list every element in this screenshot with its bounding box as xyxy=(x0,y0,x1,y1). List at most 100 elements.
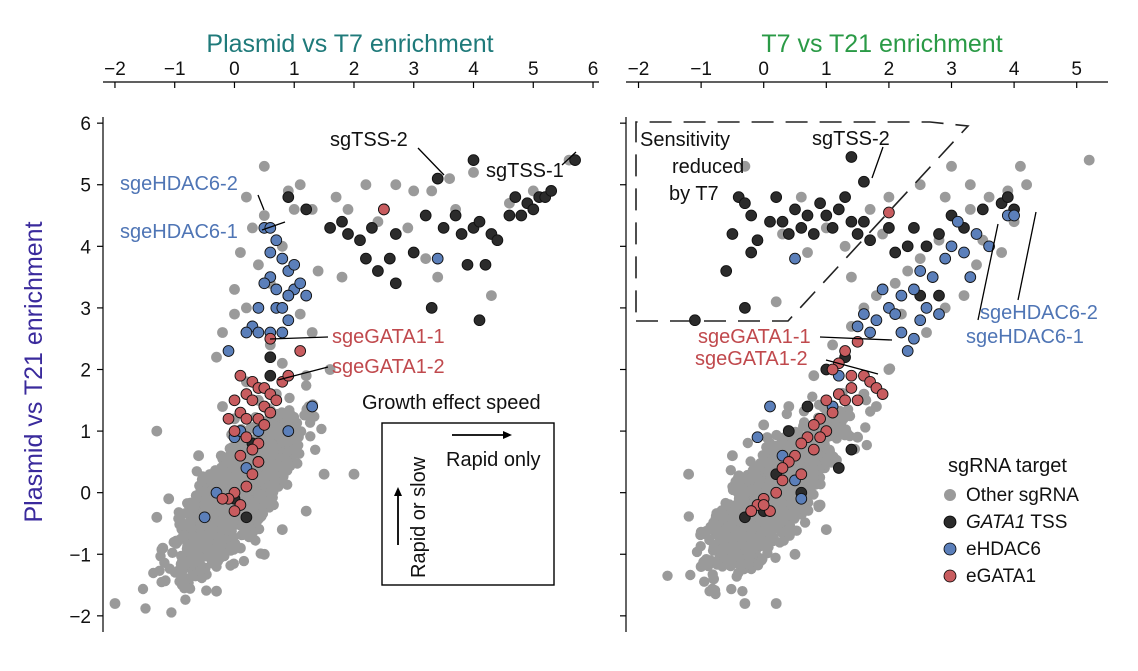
left-x-tick-label: 0 xyxy=(229,59,240,80)
point-gata1-tss xyxy=(920,240,933,253)
point-gata1-tss xyxy=(342,228,354,240)
point-other xyxy=(199,499,211,511)
density-point xyxy=(203,547,214,559)
point-other xyxy=(282,413,294,425)
point-other xyxy=(348,468,360,480)
point-other xyxy=(163,493,175,505)
right-scatter-panel: −2 −1 0 1 2 3 4 5 xyxy=(620,59,1108,632)
point-gata1-tss xyxy=(360,252,372,265)
density-point xyxy=(721,499,732,510)
point-gata1-tss xyxy=(845,151,858,163)
ann-line-sgegata1-1-left xyxy=(269,336,329,340)
point-egata1 xyxy=(234,449,247,462)
point-other xyxy=(783,401,795,412)
density-point xyxy=(843,410,855,421)
point-other xyxy=(235,247,246,258)
point-ehdac6 xyxy=(933,308,945,320)
point-egata1 xyxy=(807,419,820,431)
point-other xyxy=(939,191,951,203)
point-other xyxy=(193,450,205,462)
point-ehdac6 xyxy=(958,246,970,259)
point-other xyxy=(1015,160,1026,172)
density-point xyxy=(156,576,167,588)
point-ehdac6 xyxy=(920,302,933,314)
point-other xyxy=(187,530,199,542)
density-point xyxy=(808,489,819,500)
point-gata1-tss xyxy=(807,228,820,240)
point-egata1 xyxy=(228,505,241,517)
sensitivity-note-line2: reduced xyxy=(672,156,744,178)
point-egata1 xyxy=(264,406,277,419)
point-ehdac6 xyxy=(964,271,977,283)
point-egata1 xyxy=(216,492,229,505)
point-other xyxy=(486,290,497,301)
point-other xyxy=(871,401,882,412)
point-other xyxy=(914,179,926,191)
point-other xyxy=(402,222,414,234)
left-x-tick-label: 4 xyxy=(468,59,479,80)
point-egata1 xyxy=(776,474,789,487)
point-ehdac6 xyxy=(282,425,295,437)
legend: sgRNA target Other sgRNA GATA1 TSS eHDAC… xyxy=(943,455,1079,587)
point-gata1-tss xyxy=(324,222,336,234)
point-gata1-tss xyxy=(764,215,776,228)
density-point xyxy=(310,444,321,455)
point-gata1-tss xyxy=(795,222,808,234)
density-point xyxy=(177,518,188,529)
growth-effect-key: Growth effect speed Rapid only Rapid or … xyxy=(362,392,555,586)
point-gata1-tss xyxy=(801,209,814,222)
point-gata1-tss xyxy=(389,277,402,290)
point-other xyxy=(808,370,820,382)
ann-sgehdac6-2-left: sgeHDAC6-2 xyxy=(120,173,238,195)
density-point xyxy=(228,531,239,543)
point-other xyxy=(758,419,770,431)
point-egata1 xyxy=(839,345,851,357)
density-point xyxy=(742,437,753,449)
point-other xyxy=(151,511,163,523)
right-x-tick-label: 0 xyxy=(758,59,769,80)
point-egata1 xyxy=(240,480,253,493)
density-point xyxy=(213,532,224,543)
point-gata1-tss xyxy=(745,246,758,259)
point-gata1-tss xyxy=(845,443,858,456)
point-other xyxy=(288,444,300,455)
point-ehdac6 xyxy=(895,326,908,339)
point-egata1 xyxy=(757,499,770,511)
point-egata1 xyxy=(839,394,851,407)
density-point xyxy=(736,540,747,551)
point-egata1 xyxy=(240,431,253,444)
point-other xyxy=(360,179,372,191)
point-other xyxy=(336,271,348,283)
point-egata1 xyxy=(228,425,241,437)
density-point xyxy=(732,548,743,559)
point-gata1-tss xyxy=(726,228,739,240)
point-gata1-tss xyxy=(851,228,864,240)
point-ehdac6 xyxy=(970,228,983,240)
point-other xyxy=(1083,154,1095,166)
point-ehdac6 xyxy=(858,308,870,320)
density-point xyxy=(762,538,773,549)
point-other xyxy=(444,173,455,185)
density-point xyxy=(309,411,320,422)
point-other xyxy=(964,204,976,215)
ann-line-sgehdac6-1-left xyxy=(261,221,286,231)
point-gata1-tss xyxy=(839,191,851,203)
legend-label-other: Other sgRNA xyxy=(966,485,1079,506)
density-point xyxy=(180,594,191,605)
density-point xyxy=(807,391,818,402)
point-gata1-tss xyxy=(473,215,486,228)
left-axes: −2 −1 0 1 2 3 4 5 6 −2 −1 0 1 2 3 4 5 6 xyxy=(69,59,599,632)
point-other xyxy=(264,499,276,511)
density-point xyxy=(799,517,811,528)
point-gata1-tss xyxy=(933,289,945,302)
legend-marker-egata1 xyxy=(943,569,957,583)
point-gata1-tss xyxy=(407,246,420,259)
point-other xyxy=(789,548,801,560)
density-point xyxy=(221,510,232,521)
point-other xyxy=(276,524,288,535)
point-egata1 xyxy=(770,486,783,499)
point-other xyxy=(733,475,745,486)
density-point xyxy=(266,481,277,492)
point-gata1-tss xyxy=(864,234,876,247)
